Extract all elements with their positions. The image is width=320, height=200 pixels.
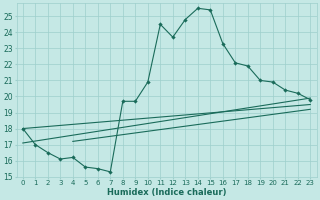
X-axis label: Humidex (Indice chaleur): Humidex (Indice chaleur) [107, 188, 226, 197]
